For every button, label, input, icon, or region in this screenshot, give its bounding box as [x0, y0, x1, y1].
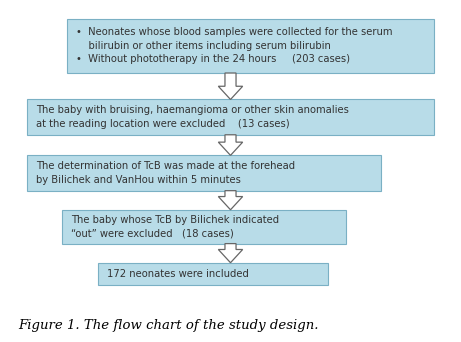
Polygon shape	[219, 135, 242, 155]
Text: Figure 1. The flow chart of the study design.: Figure 1. The flow chart of the study de…	[18, 319, 319, 332]
Polygon shape	[219, 244, 242, 263]
Text: The baby with bruising, haemangioma or other skin anomalies
at the reading locat: The baby with bruising, haemangioma or o…	[36, 105, 349, 129]
FancyBboxPatch shape	[98, 263, 328, 285]
FancyBboxPatch shape	[27, 100, 434, 135]
Text: The determination of TcB was made at the forehead
by Bilichek and VanHou within : The determination of TcB was made at the…	[36, 161, 295, 185]
FancyBboxPatch shape	[27, 155, 381, 191]
FancyBboxPatch shape	[62, 210, 346, 244]
Text: The baby whose TcB by Bilichek indicated
“out” were excluded   (18 cases): The baby whose TcB by Bilichek indicated…	[71, 215, 279, 238]
Polygon shape	[219, 73, 242, 100]
Text: 172 neonates were included: 172 neonates were included	[106, 269, 248, 279]
Polygon shape	[219, 191, 242, 210]
Text: •  Neonates whose blood samples were collected for the serum
    bilirubin or ot: • Neonates whose blood samples were coll…	[76, 27, 392, 64]
FancyBboxPatch shape	[67, 18, 434, 73]
